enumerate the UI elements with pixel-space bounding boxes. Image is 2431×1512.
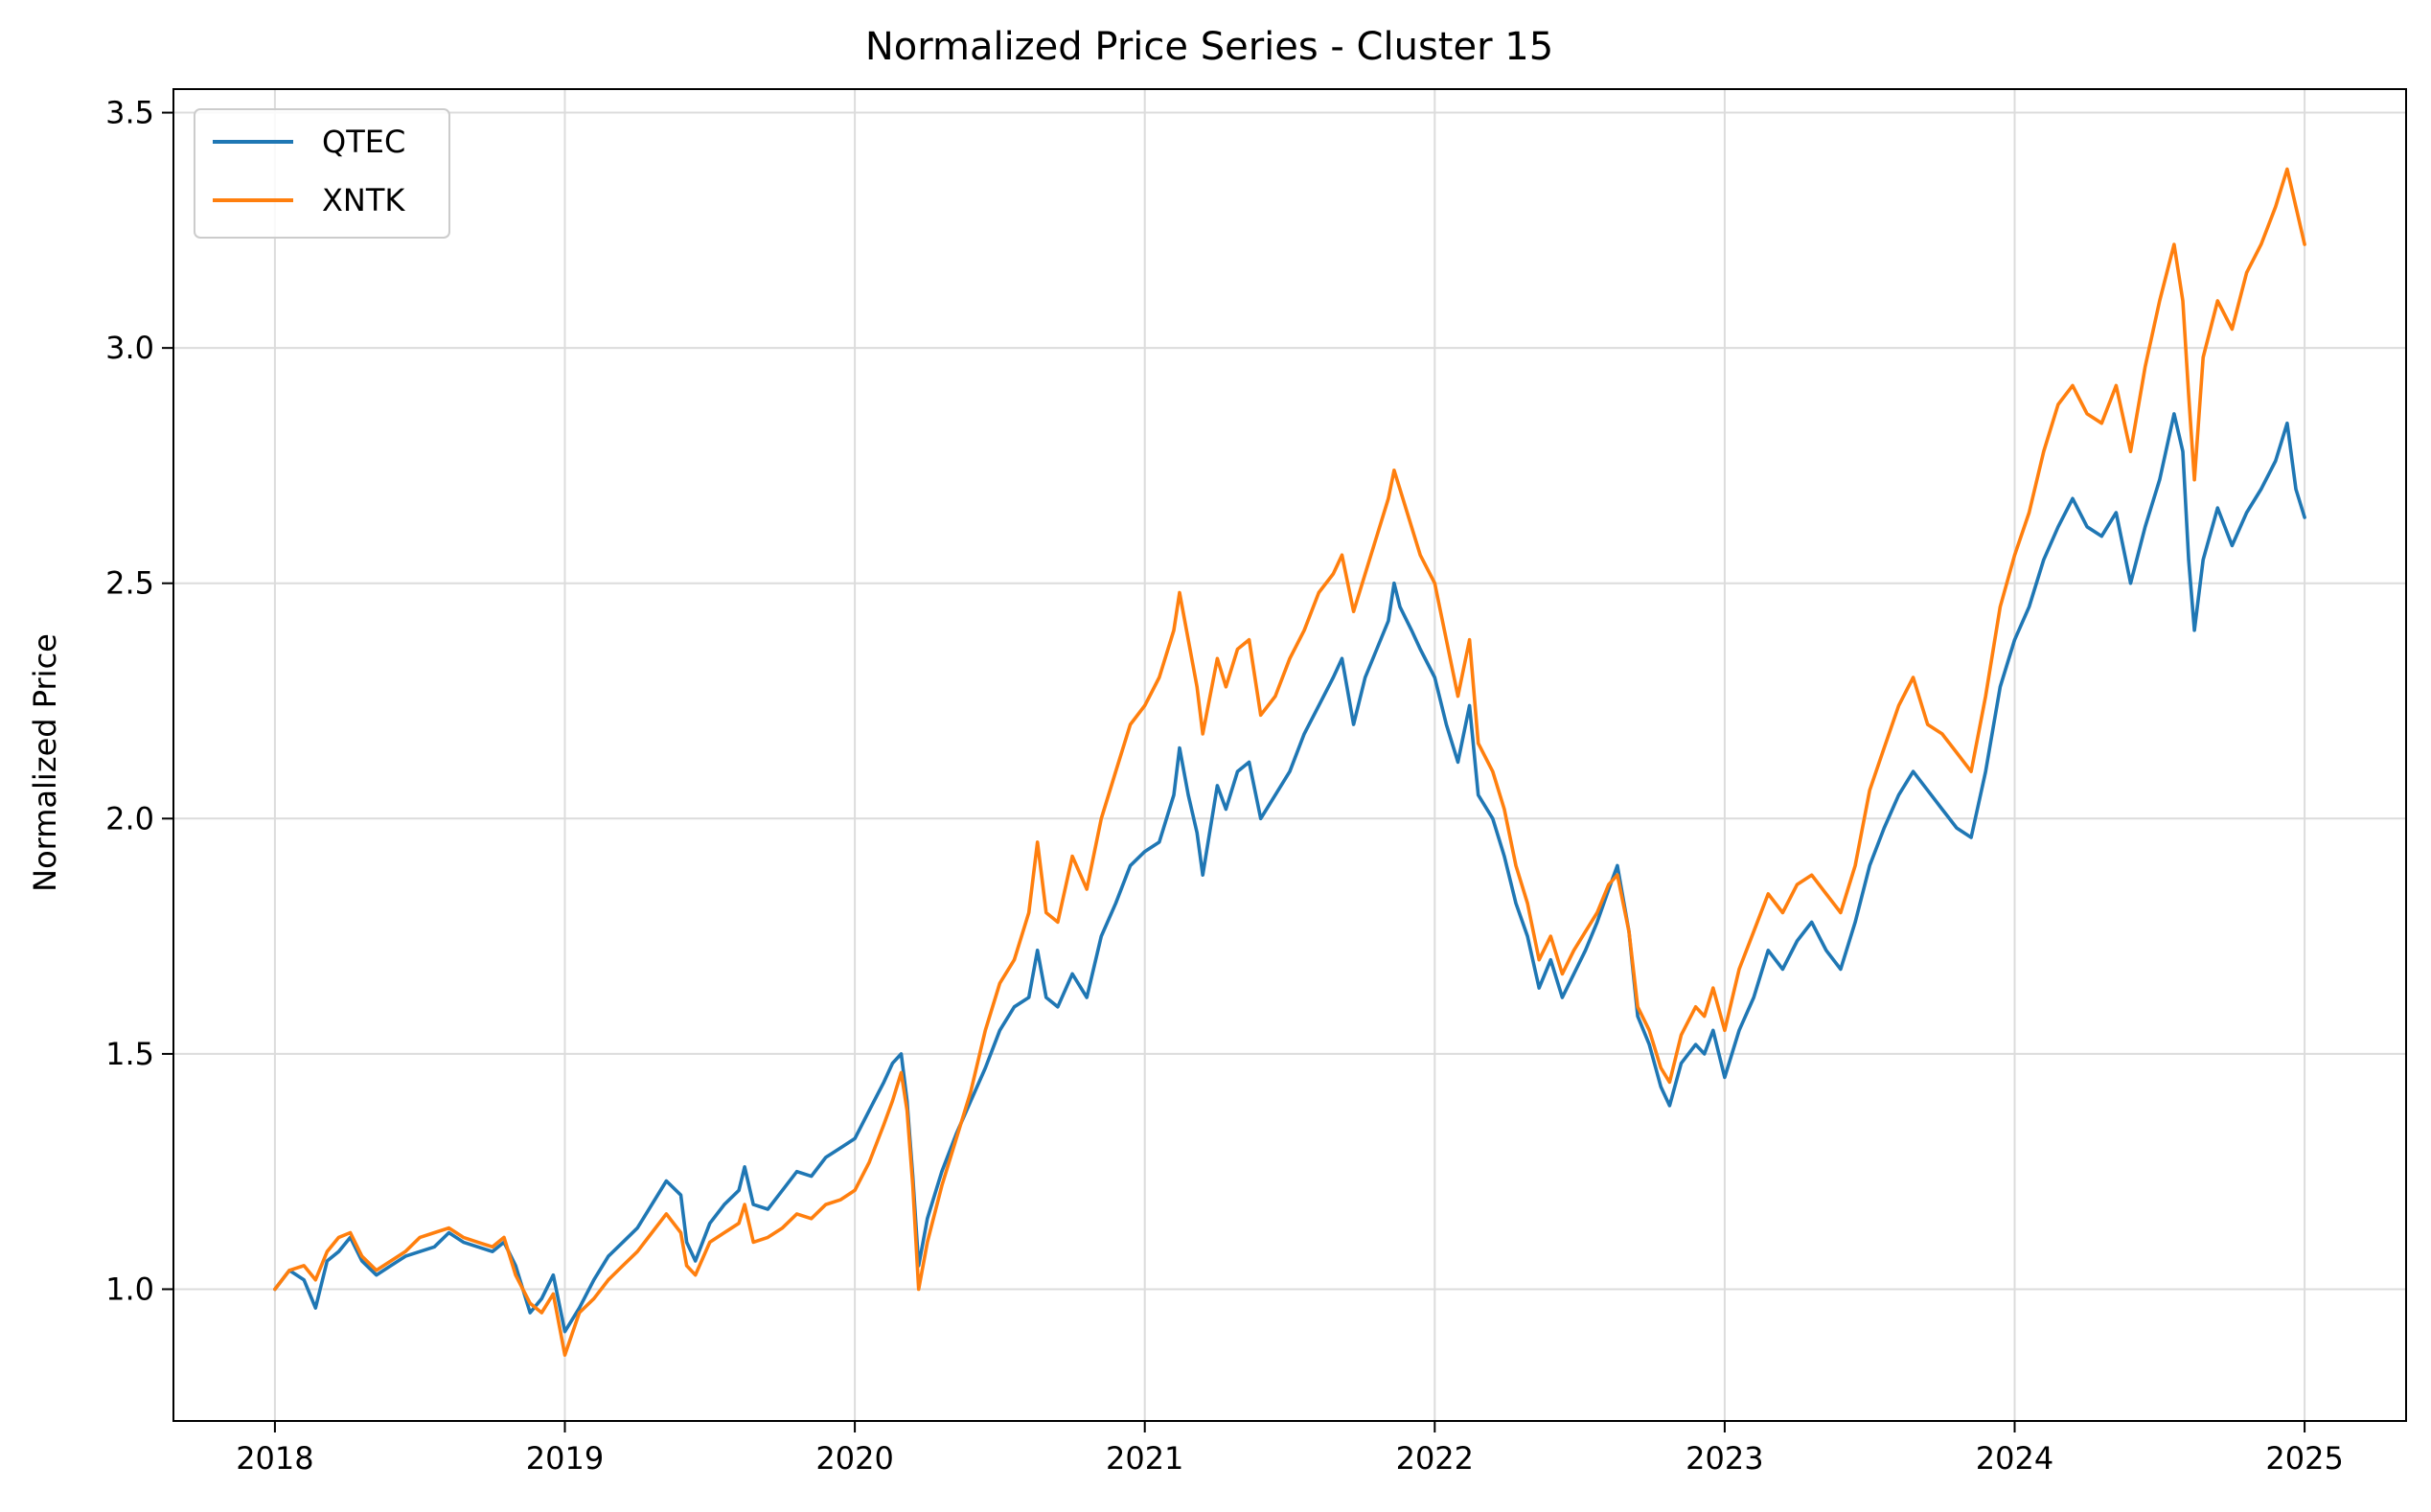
series-line-qtec <box>273 412 2306 1334</box>
y-tick-label: 3.5 <box>105 95 154 131</box>
x-tick-label: 2019 <box>526 1440 604 1477</box>
series-line-xntk <box>273 167 2306 1357</box>
x-tick-label: 2024 <box>1976 1440 2053 1477</box>
legend: QTEC XNTK <box>194 108 450 239</box>
plot-frame <box>172 88 2407 1422</box>
grid <box>173 89 2406 1421</box>
y-tick-label: 1.0 <box>105 1271 154 1307</box>
legend-label-xntk: XNTK <box>322 182 405 218</box>
legend-label-qtec: QTEC <box>322 124 405 160</box>
y-axis-label: Normalized Price <box>27 633 63 892</box>
x-tick-label: 2022 <box>1396 1440 1474 1477</box>
series-lines <box>273 167 2306 1357</box>
x-tick-label: 2018 <box>236 1440 313 1477</box>
x-tick-label: 2021 <box>1106 1440 1183 1477</box>
x-tick-label: 2025 <box>2265 1440 2343 1477</box>
x-axis: 2018 2019 2020 2021 2022 2023 2024 2025 <box>236 1421 2344 1477</box>
y-axis: 1.0 1.5 2.0 2.5 3.0 3.5 <box>105 95 173 1307</box>
y-tick-label: 2.0 <box>105 800 154 836</box>
y-tick-label: 1.5 <box>105 1036 154 1072</box>
y-tick-label: 2.5 <box>105 565 154 602</box>
x-tick-label: 2020 <box>815 1440 893 1477</box>
chart-title: Normalized Price Series - Cluster 15 <box>865 25 1553 69</box>
x-tick-label: 2023 <box>1686 1440 1763 1477</box>
y-tick-label: 3.0 <box>105 330 154 366</box>
